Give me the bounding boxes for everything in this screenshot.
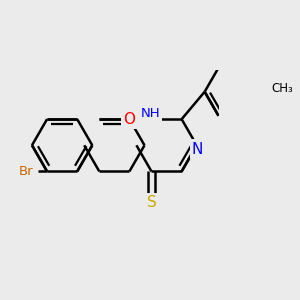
Text: NH: NH [141,107,160,120]
Text: Br: Br [19,165,34,178]
Text: O: O [123,112,135,127]
Text: S: S [147,195,156,210]
Text: CH₃: CH₃ [271,82,293,95]
Text: N: N [192,142,203,157]
